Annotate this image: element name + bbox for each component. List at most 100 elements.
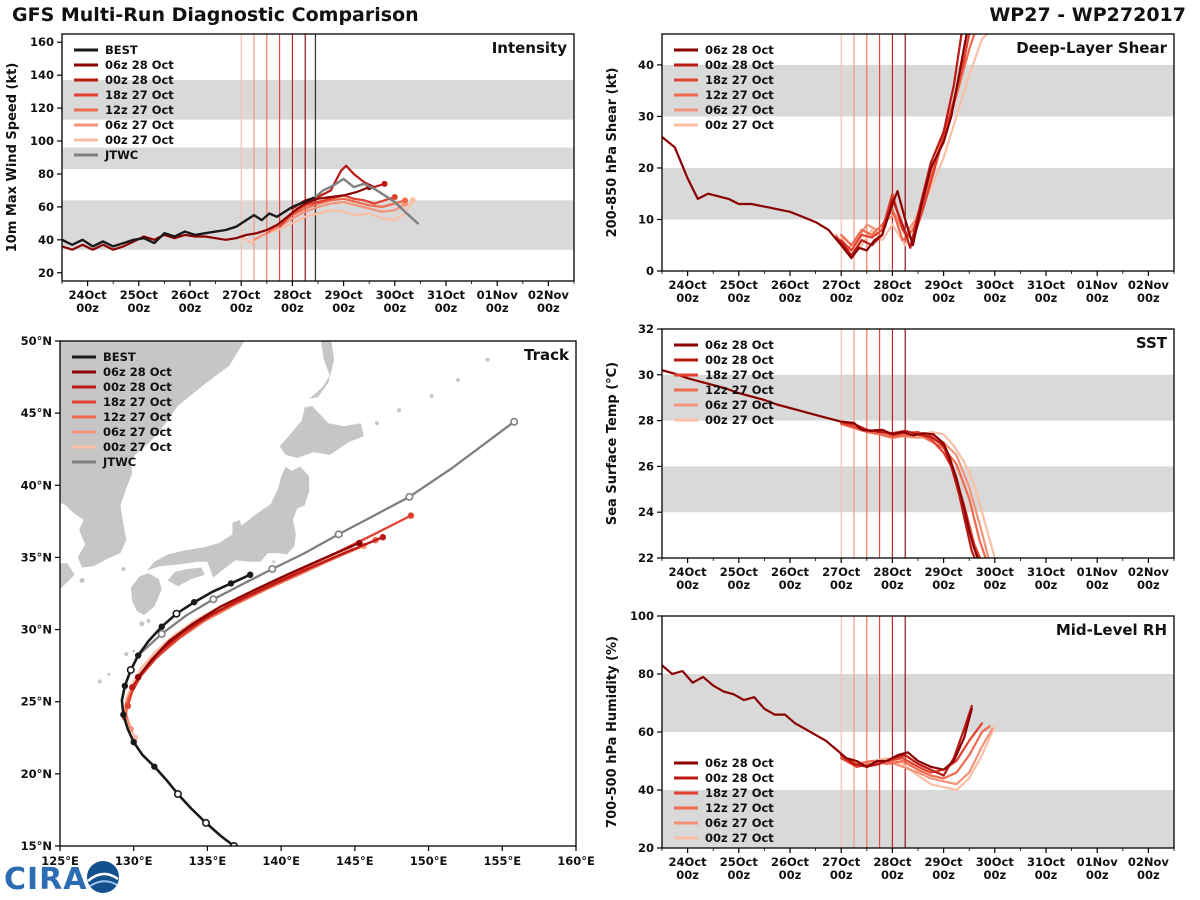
svg-text:40: 40 [38,233,54,247]
series-18z-27-oct [840,722,984,774]
legend-label-00z-28-oct: 00z 28 Oct [105,73,174,87]
legend-label-12z-27-oct: 12z 27 Oct [103,410,172,424]
svg-text:32: 32 [638,322,654,336]
legend-label-06z-27-oct: 06z 27 Oct [705,398,774,412]
rh-title: Mid-Level RH [1056,621,1167,639]
shaded-bands [662,64,1174,220]
svg-text:80: 80 [638,667,654,681]
lat-axis: 15°N 20°N 25°N 30°N 35°N 40°N 45°N 50°N [21,334,60,853]
map-frame [59,340,577,847]
series-jtwc [314,177,419,225]
series-06z-28-oct [662,34,968,260]
legend-label-00z-27-oct: 00z 27 Oct [705,831,774,845]
legend-label-00z-28-oct: 00z 28 Oct [705,771,774,785]
series-06z-28-oct [662,369,979,558]
svg-text:130°E: 130°E [115,854,153,868]
rh-panel: 20 40 60 80 100 24Oct 00z 25Oct 00z 26Oct 00z 27Oct… [600,608,1200,898]
shear-chart: 0 10 20 30 40 24Oct 00z 25Oct 00z 26Oct 00z 27Oct 00… [605,33,1175,305]
legend-label-18z-27-oct: 18z 27 Oct [705,368,774,382]
legend-label-jtwc: JTWC [102,455,136,469]
svg-text:160: 160 [30,35,54,49]
x-axis: 24Oct 00z 25Oct 00z 26Oct 00z 27Oct 00z 28Oct 00z… [661,848,1175,882]
y-axis: 20 40 60 80 100 120 140 160 [30,35,62,280]
series-lines [62,164,419,251]
init-time-lines [840,616,906,848]
shaded-bands [662,674,1174,848]
legend-label-18z-27-oct: 18z 27 Oct [705,73,774,87]
legend-label-06z-28-oct: 06z 28 Oct [103,365,172,379]
legend-label-12z-27-oct: 12z 27 Oct [705,88,774,102]
svg-text:45°N: 45°N [21,406,52,420]
svg-text:24: 24 [638,505,654,519]
svg-text:30°N: 30°N [21,623,52,637]
series-00z-28-oct [835,34,963,257]
legend-label-06z-28-oct: 06z 28 Oct [705,43,774,57]
y-axis-label: 200-850 hPa Shear (kt) [605,68,620,238]
intensity-panel: 20 40 60 80 100 120 140 160 24Oct 00z 25Oct 00z 26Oc… [0,26,600,331]
svg-text:60: 60 [38,200,54,214]
legend-label-06z-27-oct: 06z 27 Oct [705,103,774,117]
svg-text:145°E: 145°E [336,854,374,868]
track-title: Track [524,346,570,364]
storm-id: WP27 - WP272017 [989,4,1186,26]
shaded-bands [62,80,574,250]
legend-label-06z-27-oct: 06z 27 Oct [105,118,174,132]
svg-text:0: 0 [646,264,654,278]
svg-text:60: 60 [638,725,654,739]
intensity-title: Intensity [492,39,568,57]
svg-text:26: 26 [638,459,654,473]
svg-text:35°N: 35°N [21,550,52,564]
legend-label-06z-28-oct: 06z 28 Oct [105,58,174,72]
svg-text:40°N: 40°N [21,478,52,492]
series-lines [662,664,996,792]
svg-text:30: 30 [638,368,654,382]
legend-label-06z-27-oct: 06z 27 Oct [103,425,172,439]
legend-label-06z-27-oct: 06z 27 Oct [705,816,774,830]
svg-text:80: 80 [38,167,54,181]
legend-label-best: BEST [103,350,136,364]
init-time-lines [240,34,317,281]
legend-label-06z-28-oct: 06z 28 Oct [705,338,774,352]
sst-panel: 22 24 26 28 30 32 24Oct 00z 25Oct 00z 26Oct 00z 27Oc… [600,321,1200,608]
track-map: 125°E 130°E 135°E 140°E 145°E 150°E 155°E 160°E… [21,334,595,868]
shear-panel: 0 10 20 30 40 24Oct 00z 25Oct 00z 26Oct 00z 27Oct 00… [600,26,1200,321]
svg-text:155°E: 155°E [483,854,521,868]
sst-chart: 22 24 26 28 30 32 24Oct 00z 25Oct 00z 26Oct 00z 27Oc… [605,322,1175,592]
sst-title: SST [1136,334,1168,352]
svg-text:20: 20 [638,841,654,855]
legend-label-00z-28-oct: 00z 28 Oct [103,380,172,394]
legend-label-00z-28-oct: 00z 28 Oct [705,353,774,367]
svg-text:15°N: 15°N [21,839,52,853]
legend-label-12z-27-oct: 12z 27 Oct [705,801,774,815]
svg-text:30: 30 [638,109,654,123]
svg-text:160°E: 160°E [557,854,595,868]
legend-label-12z-27-oct: 12z 27 Oct [705,383,774,397]
legend-label-12z-27-oct: 12z 27 Oct [105,103,174,117]
